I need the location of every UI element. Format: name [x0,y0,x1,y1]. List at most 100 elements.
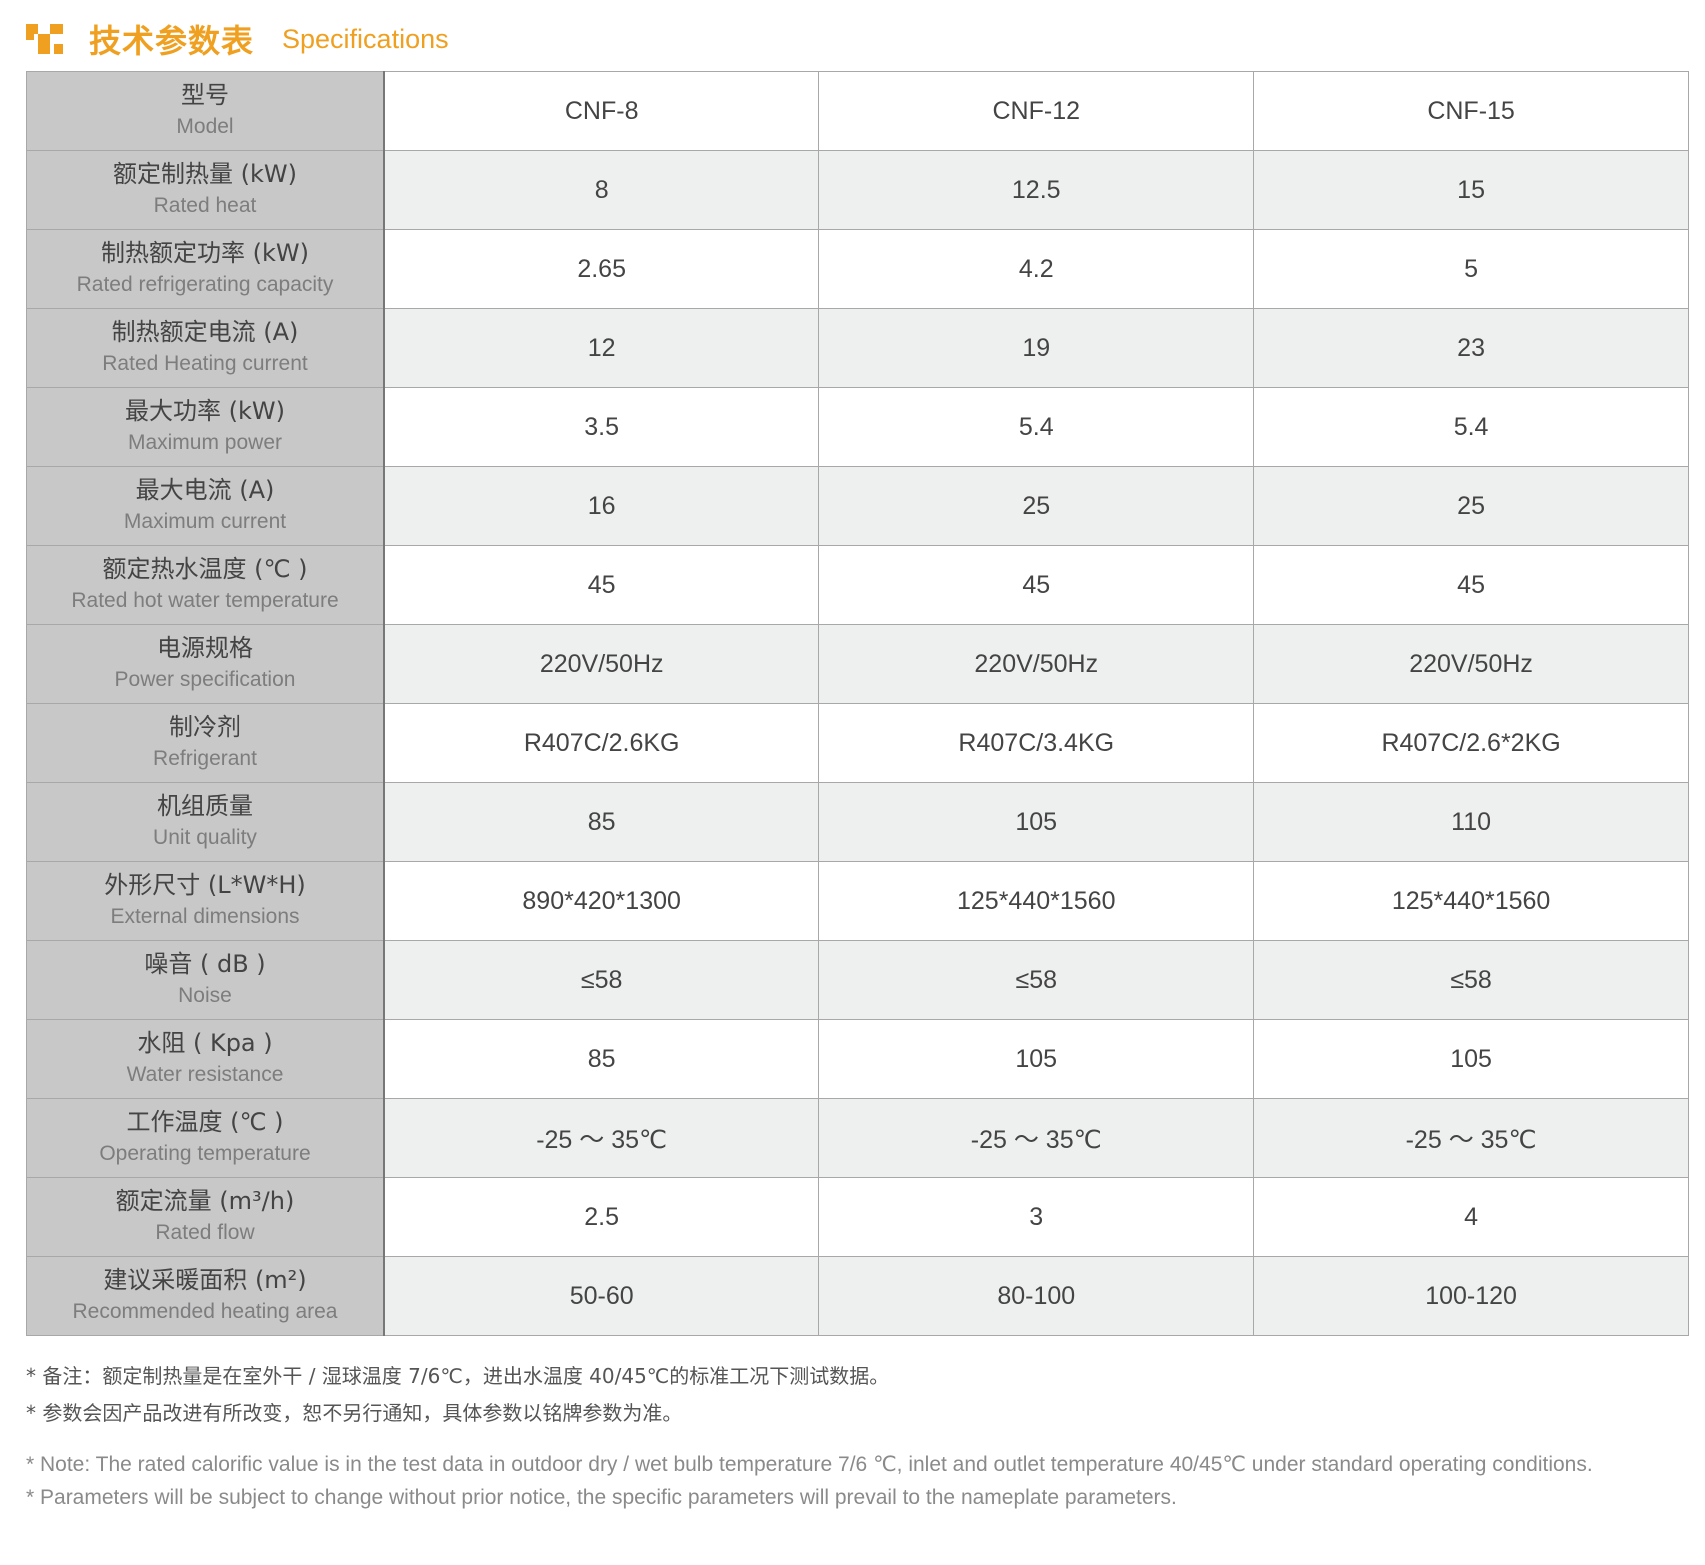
label-cn: 额定流量 (m³/h) [115,1187,295,1215]
value-cell: 2.5 [383,1177,820,1257]
value-cell: 23 [1253,308,1689,388]
value-cell: 85 [383,1019,820,1099]
label-cn: 建议采暖面积 (m²) [103,1266,307,1294]
label-cn: 制冷剂 [169,713,241,741]
value-cell: 25 [1253,466,1689,546]
row-label: 建议采暖面积 (m²) Recommended heating area [26,1256,385,1336]
value-cell: R407C/2.6*2KG [1253,703,1689,783]
value-cell: 105 [818,782,1255,862]
value-cell: 50-60 [383,1256,820,1336]
row-label: 额定制热量 (kW) Rated heat [26,150,385,230]
value-cell: 80-100 [818,1256,1255,1336]
label-en: Recommended heating area [72,1300,338,1323]
row-label: 最大电流 (A) Maximum current [26,466,385,546]
value-cell: 105 [818,1019,1255,1099]
value-cell: 2.65 [383,229,820,309]
row-label: 制热额定功率 (kW) Rated refrigerating capacity [26,229,385,309]
table-row: 制热额定功率 (kW) Rated refrigerating capacity 2… [26,229,1689,309]
label-en: Rated refrigerating capacity [76,273,334,296]
label-cn: 工作温度 (℃ ) [126,1108,284,1136]
table-row: 水阻 ( Kpa ) Water resistance 85 105 105 [26,1019,1689,1099]
label-cn: 最大功率 (kW) [125,397,285,425]
value-cell: 5.4 [1253,387,1689,467]
row-label: 额定热水温度 (℃ ) Rated hot water temperature [26,545,385,625]
value-cell: 15 [1253,150,1689,230]
label-en: Refrigerant [153,747,257,770]
footnotes: * 备注：额定制热量是在室外干 / 湿球温度 7/6℃，进出水温度 40/45℃… [26,1358,1686,1514]
row-label: 噪音 ( dB ) Noise [26,940,385,1020]
label-en: Rated flow [155,1221,255,1244]
value-cell: 8 [383,150,820,230]
value-cell: 3.5 [383,387,820,467]
row-label: 外形尺寸 (L*W*H) External dimensions [26,861,385,941]
table-row: 额定制热量 (kW) Rated heat 8 12.5 15 [26,150,1689,230]
value-cell: 4.2 [818,229,1255,309]
label-en: Operating temperature [99,1142,311,1165]
value-cell: R407C/2.6KG [383,703,820,783]
table-row: 外形尺寸 (L*W*H) External dimensions 890*420*1… [26,861,1689,941]
value-cell: 105 [1253,1019,1689,1099]
value-cell: 19 [818,308,1255,388]
value-cell: 890*420*1300 [383,861,820,941]
label-en: Maximum current [123,510,287,533]
value-cell: 85 [383,782,820,862]
value-cell: 110 [1253,782,1689,862]
value-cell: ≤58 [818,940,1255,1020]
row-label: 机组质量 Unit quality [26,782,385,862]
row-label: 制热额定电流 (A) Rated Heating current [26,308,385,388]
value-cell: ≤58 [1253,940,1689,1020]
row-label: 型号 Model [26,71,385,151]
value-cell: R407C/3.4KG [818,703,1255,783]
label-cn: 制热额定功率 (kW) [101,239,309,267]
label-cn: 制热额定电流 (A) [111,318,299,346]
value-cell: 125*440*1560 [818,861,1255,941]
value-cell: 45 [1253,545,1689,625]
value-cell: 220V/50Hz [383,624,820,704]
label-cn: 水阻 ( Kpa ) [137,1029,273,1057]
row-label: 水阻 ( Kpa ) Water resistance [26,1019,385,1099]
value-cell: 220V/50Hz [1253,624,1689,704]
label-cn: 额定制热量 (kW) [113,160,297,188]
title-chinese: 技术参数表 [89,22,255,60]
value-cell: 45 [383,545,820,625]
value-cell: 220V/50Hz [818,624,1255,704]
value-cell: 45 [818,545,1255,625]
row-label: 电源规格 Power specification [26,624,385,704]
label-cn: 外形尺寸 (L*W*H) [104,871,306,899]
value-cell: 12 [383,308,820,388]
label-en: Water resistance [126,1063,284,1086]
value-cell: 125*440*1560 [1253,861,1689,941]
table-header-row: 型号 Model CNF-8 CNF-12 CNF-15 [26,71,1689,151]
value-cell: 5 [1253,229,1689,309]
label-cn: 型号 [181,81,229,109]
value-cell: 100-120 [1253,1256,1689,1336]
row-label: 额定流量 (m³/h) Rated flow [26,1177,385,1257]
table-row: 电源规格 Power specification 220V/50Hz 220V/50H… [26,624,1689,704]
section-header: 技术参数表 Specifications [26,14,449,64]
table-row: 噪音 ( dB ) Noise ≤58 ≤58 ≤58 [26,940,1689,1020]
value-cell: 3 [818,1177,1255,1257]
value-cell: ≤58 [383,940,820,1020]
label-en: Power specification [114,668,296,691]
value-cell: -25 ～ 35℃ [383,1098,820,1178]
value-cell: -25 ～ 35℃ [818,1098,1255,1178]
value-cell: 25 [818,466,1255,546]
row-label: 工作温度 (℃ ) Operating temperature [26,1098,385,1178]
label-en: Model [176,115,234,138]
label-cn: 噪音 ( dB ) [144,950,266,978]
label-cn: 电源规格 [157,634,253,662]
checker-squares-icon [26,24,63,54]
table-row: 建议采暖面积 (m²) Recommended heating area 50-60… [26,1256,1689,1336]
row-label: 最大功率 (kW) Maximum power [26,387,385,467]
row-label: 制冷剂 Refrigerant [26,703,385,783]
model-cell: CNF-12 [818,71,1255,151]
specifications-table: 型号 Model CNF-8 CNF-12 CNF-15 额定制热量 (kW) R… [26,71,1689,1336]
label-en: Rated heat [153,194,257,217]
model-cell: CNF-15 [1253,71,1689,151]
label-en: Rated Heating current [102,352,308,375]
label-en: Rated hot water temperature [71,589,339,612]
label-en: Noise [178,984,232,1007]
table-row: 制热额定电流 (A) Rated Heating current 12 19 23 [26,308,1689,388]
note-cn: * 备注：额定制热量是在室外干 / 湿球温度 7/6℃，进出水温度 40/45℃… [26,1364,890,1388]
table-row: 制冷剂 Refrigerant R407C/2.6KG R407C/3.4KG R407… [26,703,1689,783]
